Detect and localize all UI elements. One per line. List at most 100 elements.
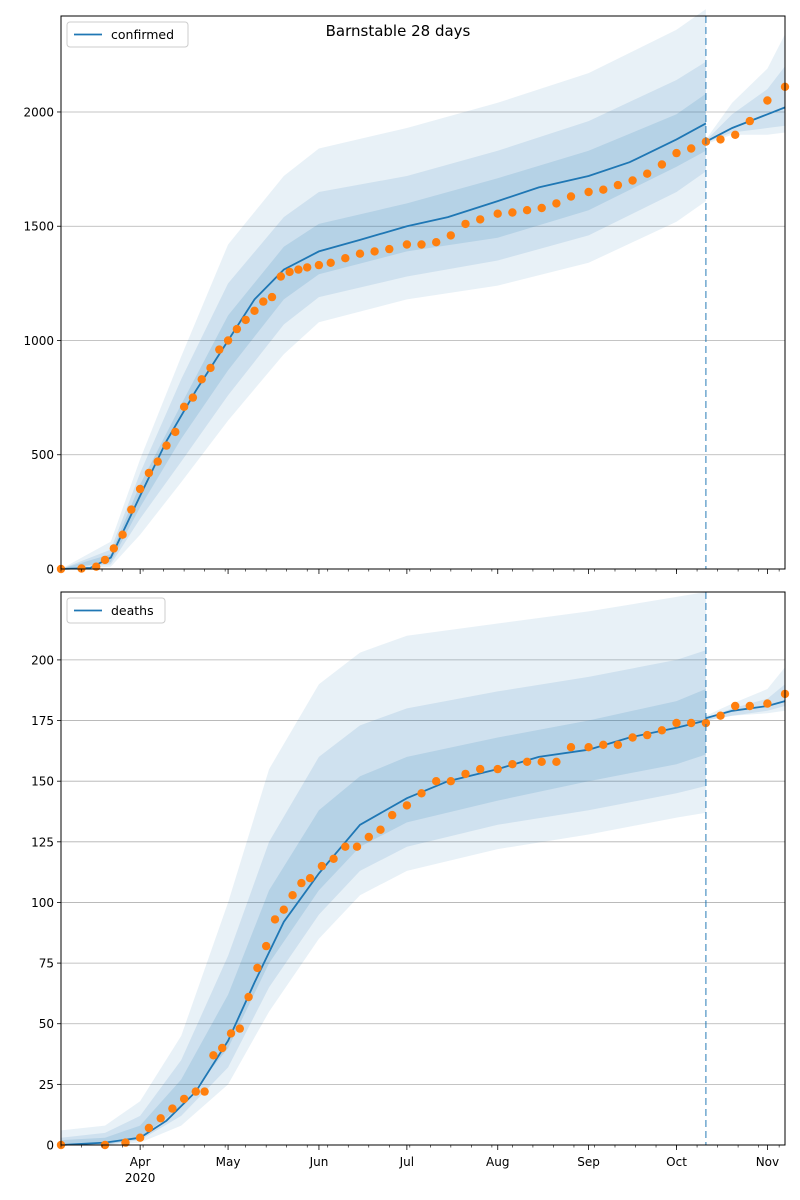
observed-point bbox=[118, 530, 127, 539]
observed-point bbox=[643, 169, 652, 178]
observed-point bbox=[232, 324, 242, 334]
observed-point bbox=[226, 1029, 236, 1038]
observed-point bbox=[188, 393, 198, 402]
axes-frame bbox=[60, 591, 786, 1146]
observed-point bbox=[476, 764, 485, 774]
axes-frame bbox=[60, 15, 786, 570]
observed-point bbox=[197, 375, 206, 384]
observed-point bbox=[144, 1123, 154, 1133]
observed-point bbox=[179, 402, 189, 411]
observed-point bbox=[294, 265, 303, 274]
observed-point bbox=[522, 206, 532, 215]
uncertainty-band bbox=[61, 93, 706, 569]
model-line bbox=[60, 122, 707, 570]
observed-point bbox=[402, 240, 412, 249]
observed-point bbox=[476, 215, 485, 224]
observed-point bbox=[317, 861, 327, 871]
legend-label: confirmed bbox=[111, 27, 174, 42]
observed-point bbox=[244, 992, 253, 1002]
y-tick-label: 200 bbox=[31, 653, 54, 667]
observed-point bbox=[341, 254, 350, 263]
observed-point bbox=[731, 130, 740, 139]
y-tick-label: 2000 bbox=[23, 105, 54, 119]
observed-point bbox=[200, 1087, 209, 1096]
y-tick-label: 50 bbox=[39, 1017, 54, 1031]
legend: confirmed bbox=[66, 21, 189, 48]
x-tick-label: Jul bbox=[399, 1155, 414, 1169]
observed-point bbox=[552, 199, 561, 208]
uncertainty-band bbox=[61, 592, 706, 1145]
uncertainty-band bbox=[61, 650, 706, 1145]
observed-point bbox=[745, 701, 754, 711]
observed-point bbox=[250, 306, 259, 315]
observed-point bbox=[522, 757, 532, 766]
uncertainty-band bbox=[705, 34, 785, 144]
uncertainty-band bbox=[705, 684, 785, 721]
observed-point bbox=[657, 160, 667, 169]
uncertainty-band bbox=[61, 9, 706, 570]
observed-point bbox=[508, 760, 517, 769]
observed-point bbox=[566, 192, 576, 201]
observed-point bbox=[657, 726, 667, 735]
legend-box bbox=[66, 597, 166, 624]
observed-point bbox=[364, 832, 373, 842]
y-tick-label: 25 bbox=[39, 1078, 54, 1092]
observed-point bbox=[276, 272, 285, 281]
x-tick-label: Sep bbox=[577, 1155, 600, 1169]
x-tick-label: Apr bbox=[130, 1155, 151, 1169]
y-tick-label: 75 bbox=[39, 957, 54, 971]
observed-point bbox=[385, 244, 394, 254]
legend-box bbox=[66, 21, 189, 48]
x-tick-label: Aug bbox=[486, 1155, 509, 1169]
observed-point bbox=[402, 801, 412, 810]
observed-point bbox=[716, 135, 725, 144]
observed-point bbox=[279, 905, 288, 914]
observed-point bbox=[446, 777, 455, 786]
y-tick-label: 1500 bbox=[23, 220, 54, 234]
y-tick-label: 1000 bbox=[23, 334, 54, 348]
observed-point bbox=[584, 187, 593, 197]
observed-point bbox=[552, 757, 561, 766]
observed-point bbox=[259, 297, 268, 306]
observed-point bbox=[209, 1051, 218, 1060]
observed-point bbox=[92, 562, 101, 571]
observed-point bbox=[672, 718, 681, 728]
observed-point bbox=[493, 209, 502, 218]
observed-point bbox=[461, 219, 470, 229]
y-tick-label: 150 bbox=[31, 775, 54, 789]
observed-point bbox=[179, 1094, 189, 1104]
observed-point bbox=[329, 854, 338, 863]
observed-point bbox=[417, 789, 426, 798]
observed-point bbox=[109, 544, 119, 553]
observed-point bbox=[127, 505, 136, 514]
uncertainty-band bbox=[705, 66, 785, 143]
observed-point bbox=[326, 258, 335, 267]
observed-point bbox=[643, 730, 652, 740]
confirmed-panel: 0 500 1000 1500 2000 confirmed bbox=[23, 9, 790, 577]
observed-point bbox=[731, 701, 740, 711]
observed-point bbox=[144, 468, 154, 478]
observed-point bbox=[100, 555, 110, 565]
observed-point bbox=[537, 203, 546, 213]
observed-point bbox=[566, 743, 576, 752]
observed-point bbox=[537, 757, 546, 766]
observed-point bbox=[135, 1133, 145, 1142]
y-tick-label: 0 bbox=[46, 563, 54, 577]
observed-point bbox=[628, 733, 637, 742]
observed-point bbox=[135, 484, 145, 494]
observed-point bbox=[376, 825, 385, 834]
observed-point bbox=[253, 963, 262, 973]
figure-title: Barnstable 28 days bbox=[326, 22, 471, 40]
observed-point bbox=[215, 345, 224, 354]
observed-point bbox=[162, 441, 171, 450]
observed-point bbox=[355, 249, 365, 258]
x-tick-label: Nov bbox=[756, 1155, 779, 1169]
observed-point bbox=[341, 842, 350, 851]
uncertainty-band bbox=[61, 61, 706, 569]
observed-point bbox=[223, 336, 233, 345]
y-tick-label: 0 bbox=[46, 1139, 54, 1153]
observed-point bbox=[297, 878, 306, 888]
observed-point bbox=[613, 740, 623, 749]
observed-point bbox=[628, 176, 637, 185]
